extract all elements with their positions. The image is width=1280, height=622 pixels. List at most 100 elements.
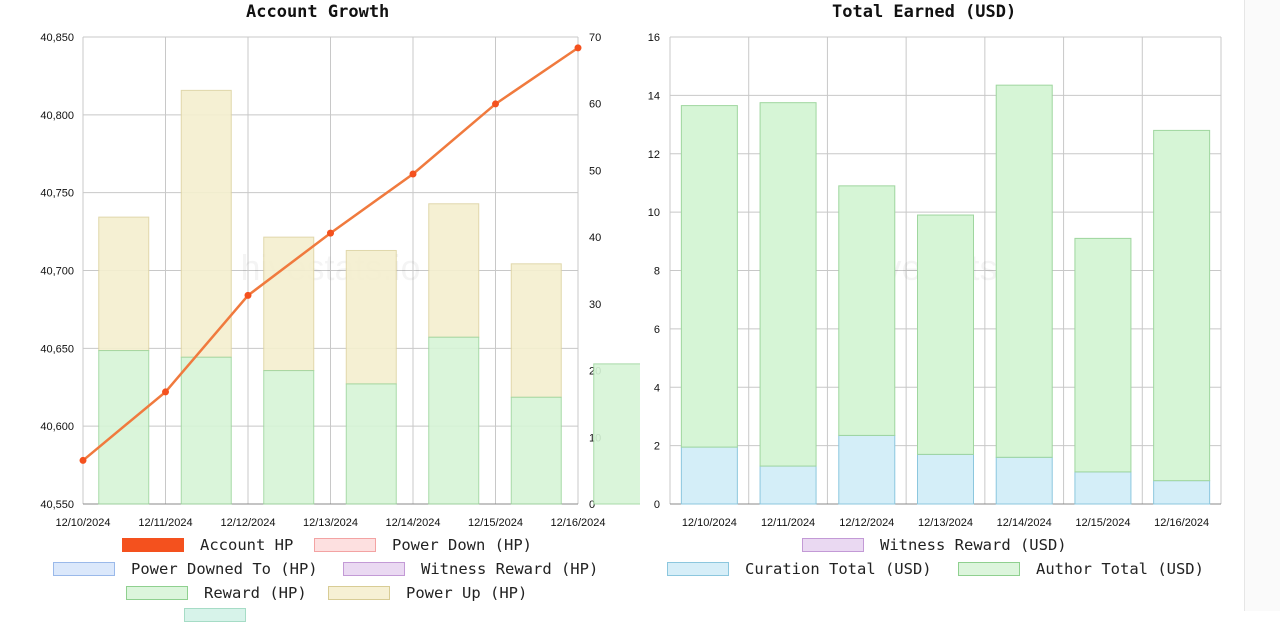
legend-item[interactable]: Reward (HP): [126, 584, 307, 602]
curation-bar: [1153, 480, 1211, 505]
y-left-tick-label: 40,850: [40, 32, 74, 44]
account-hp-point: [574, 44, 582, 52]
y-left-tick-label: 40,600: [40, 421, 74, 433]
total-earned-chart: 0246810121416hivestats.io12/10/202412/11…: [648, 32, 1222, 529]
x-tick-label: 12/12/2024: [220, 517, 275, 529]
power-up-bar: [263, 236, 315, 372]
author-bar: [838, 185, 896, 436]
legend-swatch: [958, 562, 1020, 576]
x-tick-label: 12/15/2024: [1075, 517, 1130, 529]
legend-swatch: [122, 538, 184, 552]
y-tick-label: 4: [654, 382, 660, 394]
legend-item[interactable]: Account HP: [122, 536, 293, 554]
legend-item[interactable]: Witness Reward (HP): [343, 560, 598, 578]
curation-bar: [680, 446, 738, 505]
author-bar: [680, 105, 738, 448]
y-tick-label: 12: [648, 149, 660, 161]
legend-item[interactable]: Power Downed To (HP): [53, 560, 318, 578]
legend-item[interactable]: Power Down (HP): [314, 536, 532, 554]
legend-swatch: [184, 608, 246, 622]
account-hp-point: [492, 100, 499, 108]
account-hp-point: [409, 170, 417, 178]
y-left-tick-label: 40,750: [40, 188, 74, 200]
reward-bar: [428, 336, 480, 505]
y-right-tick-label: 40: [589, 232, 601, 244]
power-up-bar: [180, 89, 232, 358]
y-tick-label: 0: [654, 499, 660, 511]
legend-swatch: [343, 562, 405, 576]
y-right-tick-label: 60: [589, 99, 601, 111]
legend-swatch: [667, 562, 729, 576]
y-right-tick-label: 0: [589, 499, 595, 511]
x-tick-label: 12/15/2024: [468, 517, 523, 529]
account-hp-point: [244, 291, 252, 299]
account-growth-chart: 40,550 40,600 40,650 40,700 40,750 40,800 40,8…: [40, 32, 640, 529]
legend-label: Curation Total (USD): [745, 560, 932, 578]
y-left-tick-label: 40,650: [40, 343, 74, 355]
power-up-bar: [345, 249, 397, 385]
x-tick-label: 12/10/2024: [55, 517, 110, 529]
y-tick-label: 6: [654, 324, 660, 336]
reward-bar: [263, 370, 315, 505]
reward-bar: [510, 396, 562, 505]
x-tick-label: 12/14/2024: [385, 517, 440, 529]
reward-bar: [345, 383, 397, 505]
curation-bar: [917, 453, 974, 505]
curation-bar: [995, 456, 1053, 505]
y-left-tick-label: 40,700: [40, 266, 74, 278]
legend-label: Account HP: [200, 536, 294, 554]
legend-swatch: [802, 538, 864, 552]
legend-label: Reward (HP): [204, 584, 307, 602]
author-bar: [759, 102, 817, 467]
author-bar: [995, 84, 1053, 458]
y-tick-label: 8: [654, 266, 660, 278]
x-tick-label: 12/14/2024: [997, 517, 1052, 529]
legend-item[interactable]: Author Total (USD): [958, 560, 1204, 578]
legend-swatch: [53, 562, 115, 576]
legend-swatch: [314, 538, 376, 552]
y-right-tick-label: 50: [589, 165, 601, 177]
y-right-tick-label: 30: [589, 299, 601, 311]
legend-item[interactable]: Witness Reward (USD): [802, 536, 1067, 554]
x-tick-label: 12/11/2024: [138, 517, 192, 529]
y-tick-label: 2: [654, 441, 660, 453]
curation-bar: [838, 434, 896, 505]
y-left-tick-label: 40,800: [40, 110, 74, 122]
reward-bar: [180, 356, 232, 505]
author-bar: [1074, 237, 1132, 473]
legend-item[interactable]: Curation Total (USD): [667, 560, 932, 578]
x-tick-label: 12/13/2024: [918, 517, 973, 529]
author-bar: [917, 214, 974, 455]
legend-item[interactable]: Power Up (HP): [328, 584, 527, 602]
account-growth-title: Account Growth: [246, 2, 390, 22]
scrollbar-track[interactable]: [1244, 0, 1280, 611]
x-tick-label: 12/10/2024: [682, 517, 737, 529]
power-up-bar: [98, 216, 150, 352]
legend-swatch: [328, 586, 390, 600]
y-left-tick-label: 40,550: [40, 499, 74, 511]
legend-label: Author Total (USD): [1036, 560, 1204, 578]
power-up-bar: [510, 263, 562, 398]
legend-label: Power Down (HP): [392, 536, 532, 554]
reward-bar: [593, 363, 640, 505]
total-earned-title: Total Earned (USD): [832, 2, 1017, 22]
account-hp-point: [79, 456, 87, 464]
legend-label: Power Downed To (HP): [131, 560, 318, 578]
y-right-tick-label: 70: [589, 32, 601, 44]
x-tick-label: 12/16/2024: [550, 517, 605, 529]
legend-label: Witness Reward (USD): [880, 536, 1067, 554]
legend-label: Witness Reward (HP): [421, 560, 599, 578]
legend-item[interactable]: [184, 608, 262, 622]
y-tick-label: 10: [648, 207, 660, 219]
account-hp-point: [162, 388, 169, 396]
x-tick-label: 12/12/2024: [839, 517, 894, 529]
x-tick-label: 12/13/2024: [303, 517, 358, 529]
power-up-bar: [428, 203, 480, 338]
y-tick-label: 16: [648, 32, 660, 44]
legend-swatch: [126, 586, 188, 600]
author-bar: [1153, 129, 1211, 482]
y-tick-label: 14: [648, 90, 660, 102]
x-tick-label: 12/11/2024: [761, 517, 815, 529]
legend-label: Power Up (HP): [406, 584, 528, 602]
account-hp-point: [327, 229, 334, 237]
